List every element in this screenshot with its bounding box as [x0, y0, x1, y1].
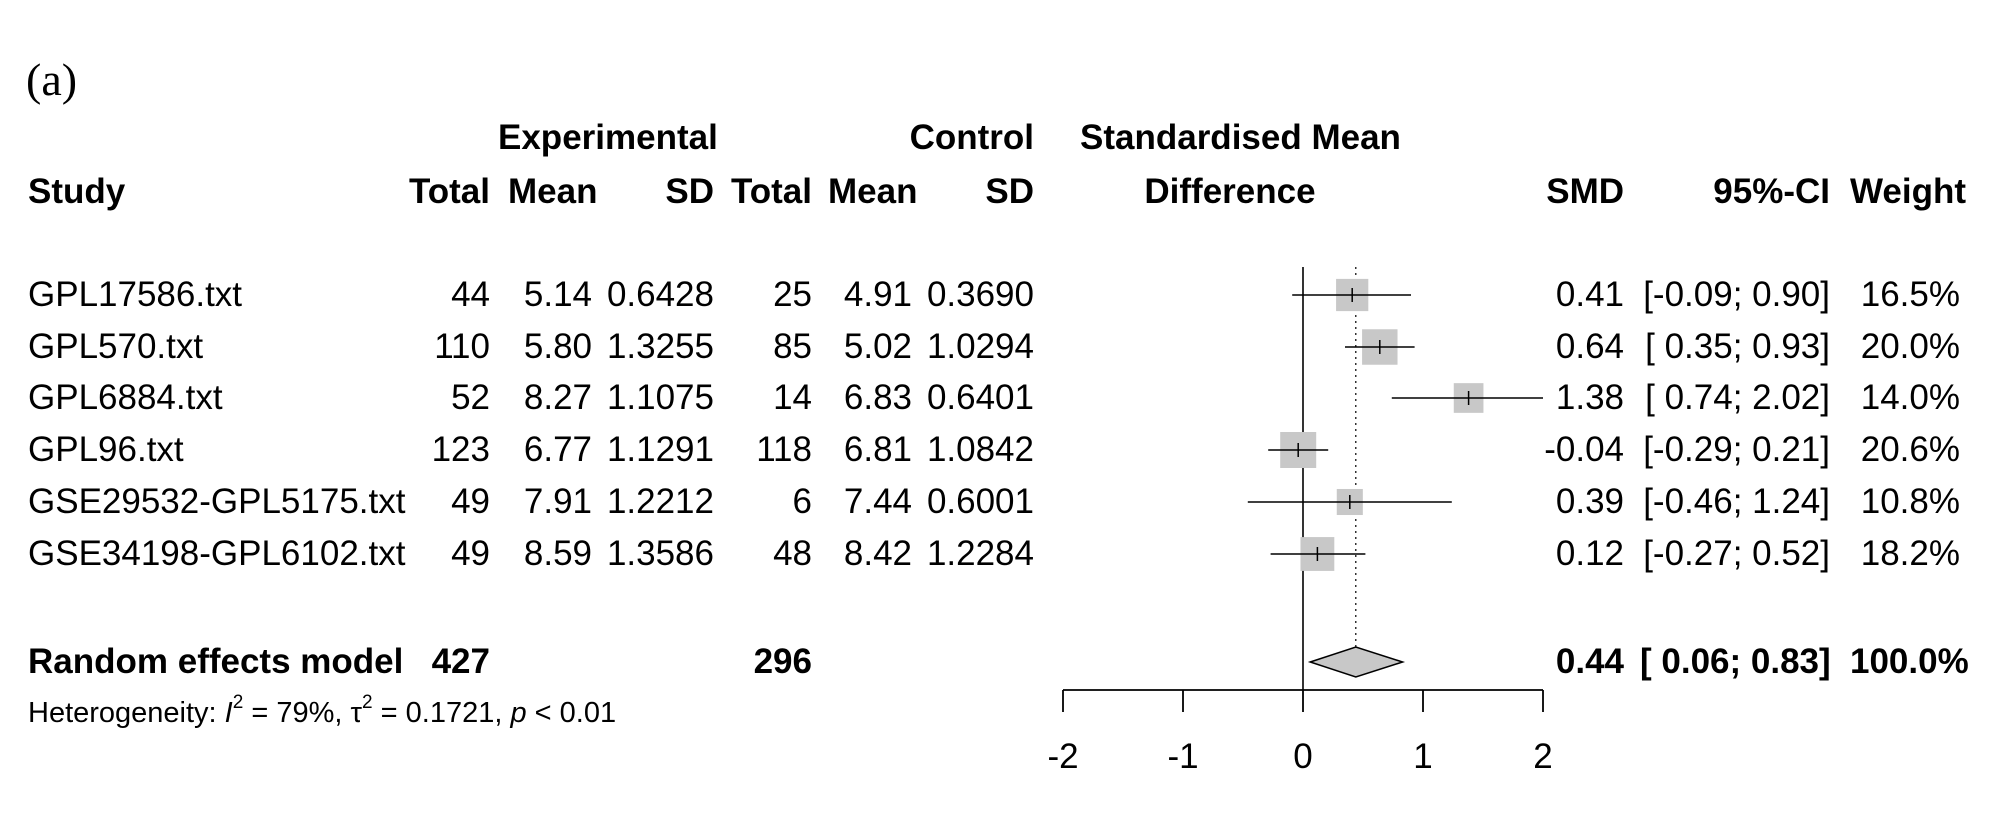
tau-squared-value: = 0.1721,: [372, 697, 511, 729]
header-study: Study: [28, 172, 126, 211]
exp-sd: 1.3586: [606, 534, 714, 573]
header-experimental: Experimental: [498, 118, 718, 157]
study-name: GPL96.txt: [28, 430, 184, 469]
header-exp-total: Total: [408, 172, 490, 211]
heterogeneity-prefix: Heterogeneity:: [28, 697, 225, 729]
ci-value: [-0.09; 0.90]: [1643, 275, 1830, 314]
ctl-mean: 6.83: [843, 378, 912, 417]
header-ctl-sd: SD: [985, 172, 1034, 211]
smd-value: 0.12: [1555, 534, 1624, 573]
pooled-ci: [ 0.06; 0.83]: [1640, 642, 1831, 681]
study-name: GPL17586.txt: [28, 275, 243, 314]
ci-value: [-0.27; 0.52]: [1643, 534, 1830, 573]
heterogeneity-text: Heterogeneity: I2 = 79%, τ2 = 0.1721, p …: [28, 693, 617, 730]
i-squared-value: = 79%,: [243, 697, 351, 729]
ctl-mean: 6.81: [843, 430, 912, 469]
weight-value: 20.6%: [1860, 430, 1960, 469]
header-plot-title-2: Difference: [1144, 172, 1316, 211]
exp-total: 52: [451, 378, 490, 417]
exp-total: 110: [434, 327, 490, 366]
x-tick-label: 2: [1533, 737, 1552, 776]
exp-mean: 8.27: [523, 378, 592, 417]
exp-mean: 5.80: [523, 327, 592, 366]
weight-value: 18.2%: [1860, 534, 1960, 573]
pooled-name: Random effects model: [28, 642, 404, 681]
exp-sd: 1.1291: [606, 430, 714, 469]
weight-value: 10.8%: [1860, 482, 1960, 521]
smd-value: -0.04: [1544, 430, 1624, 469]
exp-sd: 0.6428: [606, 275, 714, 314]
header-ctl-mean: Mean: [828, 172, 918, 211]
smd-value: 1.38: [1555, 378, 1624, 417]
x-tick-label: 0: [1293, 737, 1312, 776]
weight-value: 20.0%: [1860, 327, 1960, 366]
smd-value: 0.64: [1555, 327, 1624, 366]
exp-total: 49: [451, 482, 490, 521]
ctl-sd: 1.2284: [926, 534, 1034, 573]
exp-sd: 1.2212: [606, 482, 714, 521]
exp-sd: 1.3255: [606, 327, 714, 366]
header-ci: 95%-CI: [1713, 172, 1830, 211]
ci-value: [ 0.35; 0.93]: [1645, 327, 1830, 366]
weight-value: 14.0%: [1860, 378, 1960, 417]
header-weight: Weight: [1850, 172, 1967, 211]
exp-total: 123: [431, 430, 490, 469]
panel-label: (a): [26, 54, 78, 105]
ctl-total: 48: [773, 534, 812, 573]
exp-mean: 6.77: [523, 430, 592, 469]
ctl-mean: 7.44: [843, 482, 912, 521]
study-name: GPL6884.txt: [28, 378, 223, 417]
ctl-sd: 1.0842: [926, 430, 1034, 469]
ctl-sd: 1.0294: [926, 327, 1034, 366]
ctl-total: 25: [773, 275, 812, 314]
exp-mean: 8.59: [523, 534, 592, 573]
exp-mean: 5.14: [523, 275, 592, 314]
ctl-total: 85: [773, 327, 812, 366]
header-exp-mean: Mean: [508, 172, 598, 211]
header-ctl-total: Total: [730, 172, 812, 211]
exp-sd: 1.1075: [606, 378, 714, 417]
p-value: < 0.01: [526, 697, 617, 729]
ctl-total: 14: [773, 378, 812, 417]
i-squared-exponent: 2: [232, 692, 244, 713]
x-tick-label: -1: [1167, 737, 1198, 776]
ctl-mean: 5.02: [843, 327, 912, 366]
ctl-mean: 8.42: [843, 534, 912, 573]
smd-value: 0.39: [1555, 482, 1624, 521]
exp-total: 49: [451, 534, 490, 573]
pooled-weight: 100.0%: [1850, 642, 1969, 681]
weight-value: 16.5%: [1860, 275, 1960, 314]
ctl-sd: 0.3690: [926, 275, 1034, 314]
x-tick-label: -2: [1047, 737, 1078, 776]
smd-value: 0.41: [1555, 275, 1624, 314]
pooled-ctl-total: 296: [753, 642, 812, 681]
ctl-total: 6: [792, 482, 812, 521]
header-plot-title-1: Standardised Mean: [1080, 118, 1401, 157]
pooled-exp-total: 427: [431, 642, 490, 681]
header-control: Control: [909, 118, 1034, 157]
ctl-sd: 0.6001: [926, 482, 1034, 521]
ctl-mean: 4.91: [843, 275, 912, 314]
tau-symbol: τ: [350, 697, 362, 729]
ctl-sd: 0.6401: [926, 378, 1034, 417]
p-symbol: p: [510, 697, 527, 729]
exp-mean: 7.91: [523, 482, 592, 521]
tau-squared-exponent: 2: [362, 692, 373, 713]
pooled-smd: 0.44: [1555, 642, 1624, 681]
header-exp-sd: SD: [665, 172, 714, 211]
ci-value: [-0.29; 0.21]: [1643, 430, 1830, 469]
pooled-diamond: [1307, 646, 1406, 678]
study-name: GPL570.txt: [28, 327, 204, 366]
header-smd: SMD: [1546, 172, 1624, 211]
x-tick-label: 1: [1413, 737, 1432, 776]
study-name: GSE29532-GPL5175.txt: [28, 482, 406, 521]
ci-value: [ 0.74; 2.02]: [1645, 378, 1830, 417]
exp-total: 44: [451, 275, 490, 314]
ci-value: [-0.46; 1.24]: [1643, 482, 1830, 521]
study-name: GSE34198-GPL6102.txt: [28, 534, 406, 573]
i-squared-symbol: I: [224, 697, 233, 729]
ctl-total: 118: [756, 430, 812, 469]
